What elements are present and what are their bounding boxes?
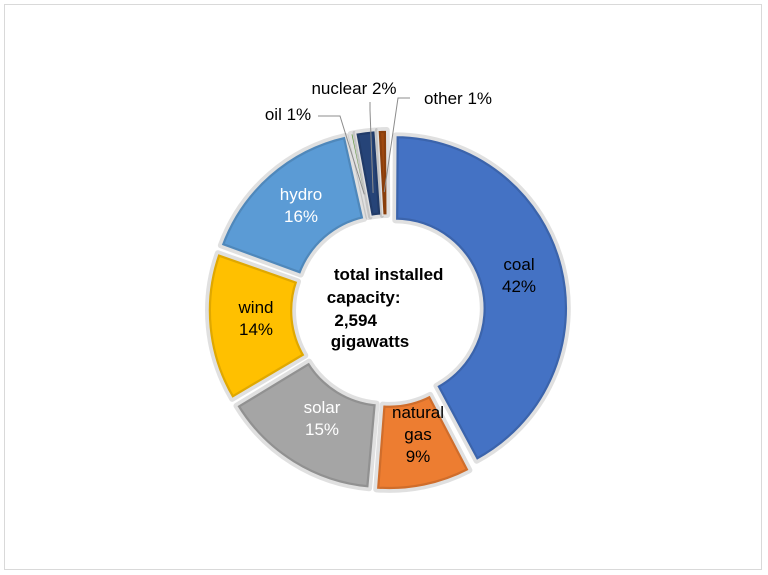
center-label-line-4: gigawatts — [331, 332, 409, 351]
center-label-line-1: total installed — [334, 265, 444, 284]
slice-nuclear — [354, 129, 382, 218]
slice-bevel-nuclear — [352, 127, 385, 220]
label-line: 16% — [284, 207, 318, 226]
callout-nuclear — [369, 102, 374, 193]
slice-coal — [394, 134, 569, 462]
slice-bevel-hydro — [217, 132, 368, 278]
slice-oil — [349, 132, 371, 218]
label-line: 42% — [502, 277, 536, 296]
donut-slices — [205, 127, 571, 493]
label-line: nuclear 2% — [311, 79, 396, 98]
slice-bevel-solar — [233, 358, 380, 492]
label-oil: oil 1% — [265, 105, 311, 124]
slice-bevel-wind — [205, 250, 309, 402]
label-other: other 1% — [424, 89, 492, 108]
slice-wind — [207, 252, 307, 400]
label-nuclear: nuclear 2% — [311, 79, 396, 98]
slice-bevel-oil — [347, 130, 373, 221]
label-wind: wind 14% — [238, 298, 274, 339]
label-hydro: hydro 16% — [280, 185, 323, 226]
callout-lines — [318, 97, 410, 195]
label-natural-gas: natural gas 9% — [392, 403, 444, 466]
slice-natural-gas — [375, 393, 471, 491]
label-line: 15% — [305, 420, 339, 439]
label-line: gas — [404, 425, 431, 444]
center-label: total installed capacity: 2,594 gigawatt… — [327, 265, 448, 351]
label-line: oil 1% — [265, 105, 311, 124]
slice-bevel-other — [374, 127, 391, 219]
slice-bevel-natural-gas — [373, 391, 473, 493]
callout-other — [383, 97, 410, 193]
label-line: wind — [238, 298, 274, 317]
label-coal: coal 42% — [502, 255, 536, 296]
slice-other — [377, 129, 389, 216]
slice-labels: coal 42% natural gas 9% solar 15% wind 14% hydro 1… — [238, 79, 537, 466]
slice-bevel-coal — [392, 132, 571, 464]
label-line: solar — [304, 398, 341, 417]
label-line: 9% — [406, 447, 431, 466]
center-label-line-2: capacity: — [327, 288, 401, 307]
center-label-line-3: 2,594 — [334, 311, 377, 330]
label-line: other 1% — [424, 89, 492, 108]
slice-hydro — [219, 135, 365, 276]
label-line: coal — [503, 255, 534, 274]
label-line: natural — [392, 403, 444, 422]
slice-solar — [235, 360, 378, 490]
label-solar: solar 15% — [304, 398, 341, 439]
label-line: hydro — [280, 185, 323, 204]
callout-oil — [318, 115, 365, 195]
label-line: 14% — [239, 320, 273, 339]
